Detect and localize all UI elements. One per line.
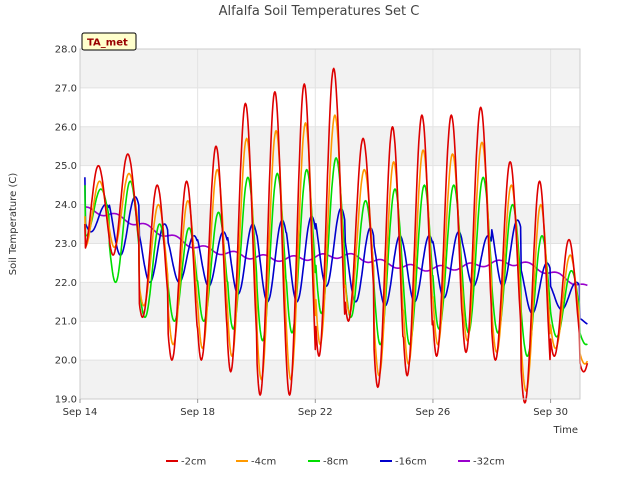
ta-met-badge: TA_met (81, 32, 137, 51)
plot-frame (79, 48, 581, 400)
series-layer (84, 67, 589, 404)
badge-box (81, 32, 137, 51)
y-tick-label: 26.0 (55, 122, 77, 133)
y-tick-label: 23.0 (55, 239, 77, 250)
badge-label: TA_met (87, 38, 128, 49)
legend-label: -4cm (251, 457, 276, 468)
chart-title: Alfalfa Soil Temperatures Set C (219, 4, 420, 19)
y-axis-title: Soil Temperature (C) (8, 173, 19, 276)
series-line-minus-2cm (84, 67, 589, 404)
x-tick-label: Sep 26 (416, 407, 451, 418)
y-tick-label: 28.0 (55, 45, 77, 56)
legend-label: -32cm (473, 457, 505, 468)
x-tick-label: Sep 30 (533, 407, 568, 418)
legend-label: -2cm (181, 457, 206, 468)
x-tick-label: Sep 14 (63, 407, 98, 418)
y-tick-label: 20.0 (55, 356, 77, 367)
y-tick-label: 22.0 (55, 278, 77, 289)
y-tick-label: 27.0 (55, 83, 77, 94)
legend-label: -8cm (323, 457, 348, 468)
plot-band (80, 49, 580, 88)
plot-band (80, 321, 580, 361)
legend: -2cm -4cm -8cm -16cm -32cm (166, 457, 505, 468)
legend-label: -16cm (395, 457, 427, 468)
plot-band (80, 282, 580, 322)
y-tick-label: 21.0 (55, 317, 77, 328)
x-tick-label: Sep 22 (298, 407, 333, 418)
x-axis-ticks: Sep 14 Sep 18 Sep 22 Sep 26 Sep 30 (63, 399, 568, 418)
y-tick-label: 19.0 (55, 395, 77, 406)
x-tick-label: Sep 18 (180, 407, 215, 418)
x-axis-title: Time (553, 425, 578, 436)
y-tick-label: 24.0 (55, 200, 77, 211)
y-tick-label: 25.0 (55, 161, 77, 172)
y-axis-ticks: 19.0 20.0 21.0 22.0 23.0 24.0 25.0 26.0 27.0 28.0 (55, 45, 77, 406)
plot-band (80, 360, 580, 399)
